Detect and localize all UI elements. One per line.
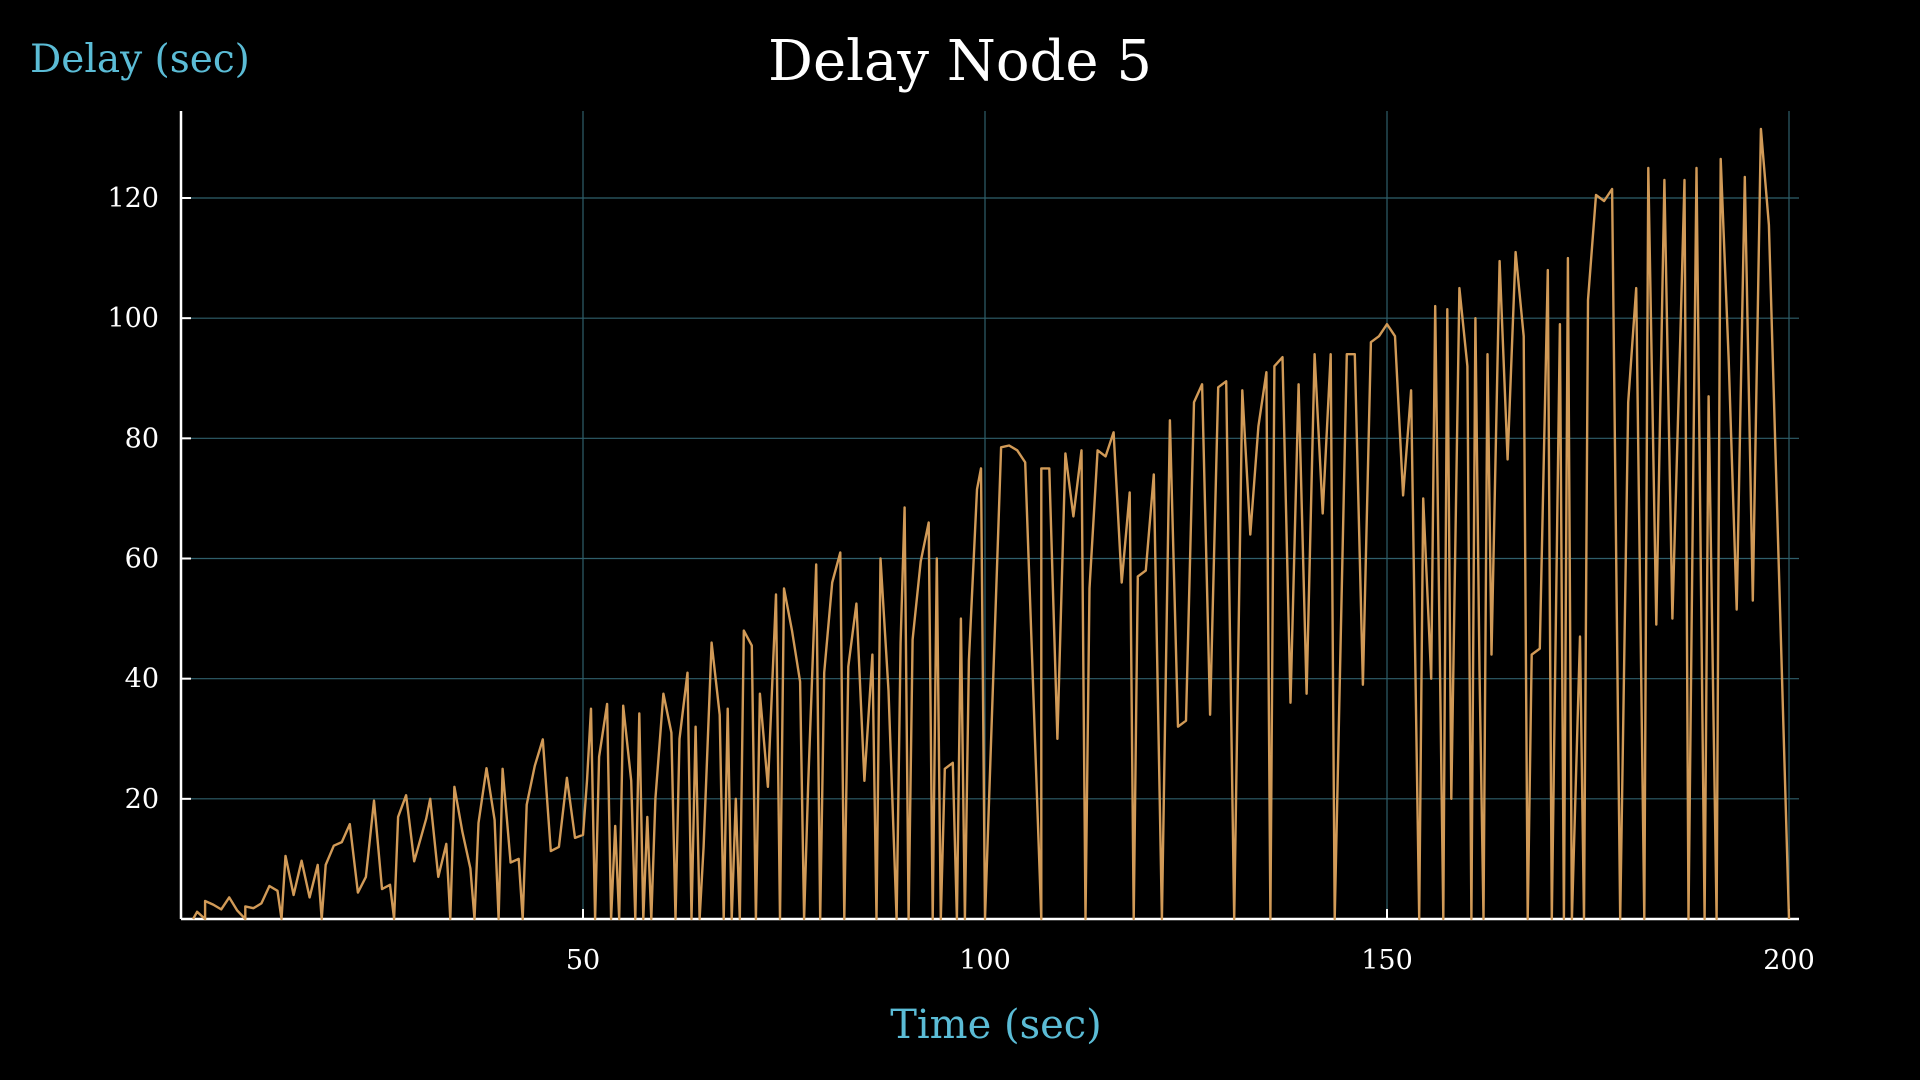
grid [181, 111, 1799, 919]
y-tick-label: 100 [107, 303, 159, 334]
x-axis-label: Time (sec) [890, 1002, 1102, 1048]
x-tick-label: 200 [1763, 945, 1815, 976]
y-tick-label: 40 [125, 664, 159, 695]
y-tick-label: 20 [125, 784, 159, 815]
series-line [192, 127, 1791, 921]
y-axis-label: Delay (sec) [30, 37, 250, 82]
y-tick-label: 80 [125, 423, 159, 454]
x-tick-label: 100 [959, 945, 1011, 976]
x-tick-label: 150 [1361, 945, 1413, 976]
series [192, 127, 1791, 921]
x-tick-label: 50 [566, 945, 600, 976]
y-tick-label: 60 [125, 544, 159, 575]
chart-title: Delay Node 5 [768, 29, 1152, 94]
y-tick-label: 120 [107, 183, 159, 214]
ticks: 20 40 60 80 100 120 50 100 150 200 [107, 183, 1814, 976]
